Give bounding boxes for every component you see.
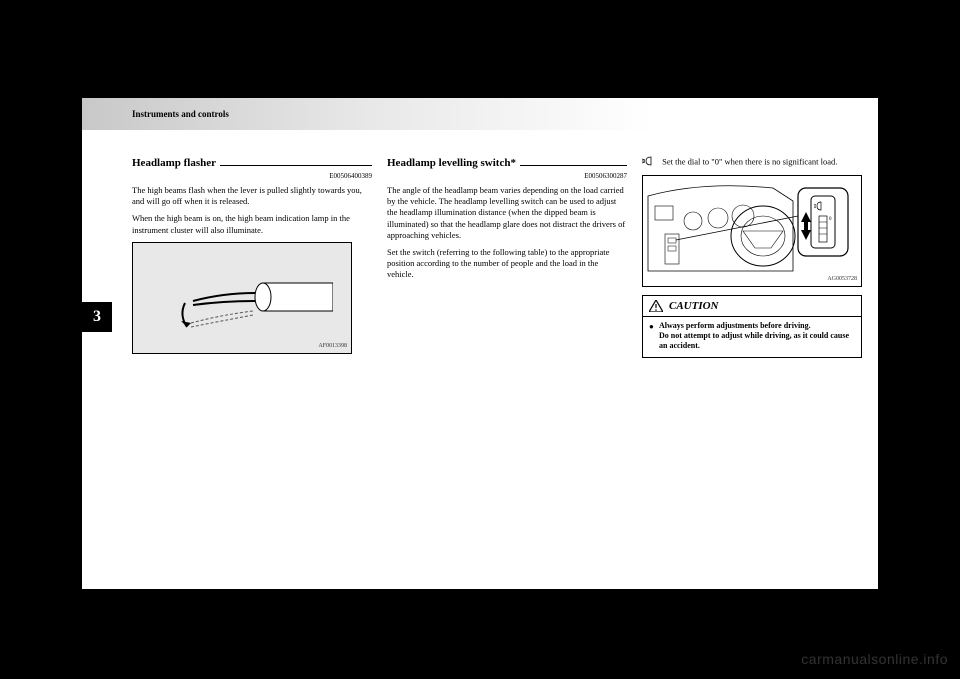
title-rule bbox=[220, 165, 372, 166]
column-2: Headlamp levelling switch* E00506300287 … bbox=[387, 156, 627, 286]
col2-code: E00506300287 bbox=[387, 172, 627, 181]
col3-p1-text: Set the dial to "0" when there is no sig… bbox=[662, 156, 837, 166]
figure-lever: AF0013398 bbox=[132, 242, 352, 354]
headlamp-icon bbox=[642, 156, 660, 169]
manual-page: Instruments and controls 3 Headlamp flas… bbox=[82, 98, 878, 589]
chapter-number: 3 bbox=[93, 308, 101, 326]
col2-title: Headlamp levelling switch* bbox=[387, 156, 516, 170]
figure-dashboard: 0 AG0053728 bbox=[642, 175, 862, 287]
dashboard-illustration: 0 bbox=[643, 176, 862, 287]
caution-box: CAUTION ● Always perform adjustments bef… bbox=[642, 295, 862, 358]
column-1: Headlamp flasher E00506400389 The high b… bbox=[132, 156, 372, 360]
caution-header: CAUTION bbox=[643, 296, 861, 317]
col1-p2: When the high beam is on, the high beam … bbox=[132, 213, 372, 235]
column-3: Set the dial to "0" when there is no sig… bbox=[642, 156, 882, 358]
col1-title-row: Headlamp flasher bbox=[132, 156, 372, 170]
caution-title-text: CAUTION bbox=[669, 299, 719, 313]
col1-p1: The high beams flash when the lever is p… bbox=[132, 185, 372, 207]
figure2-code: AG0053728 bbox=[827, 276, 857, 284]
figure1-code: AF0013398 bbox=[318, 343, 347, 351]
caution-line2: Do not attempt to adjust while driving, … bbox=[659, 331, 853, 351]
chapter-number-badge: 3 bbox=[82, 302, 112, 332]
caution-line1: Always perform adjustments before drivin… bbox=[659, 321, 853, 331]
header-section-title: Instruments and controls bbox=[132, 109, 229, 119]
col2-p1: The angle of the headlamp beam varies de… bbox=[387, 185, 627, 240]
watermark: carmanualsonline.info bbox=[801, 651, 948, 667]
title-rule bbox=[520, 165, 627, 166]
caution-body: ● Always perform adjustments before driv… bbox=[643, 317, 861, 357]
col2-p2: Set the switch (referring to the followi… bbox=[387, 247, 627, 280]
col2-title-row: Headlamp levelling switch* bbox=[387, 156, 627, 170]
lever-illustration bbox=[173, 253, 333, 348]
col1-code: E00506400389 bbox=[132, 172, 372, 181]
bullet-icon: ● bbox=[649, 322, 654, 332]
col3-p1: Set the dial to "0" when there is no sig… bbox=[642, 156, 882, 169]
col1-title: Headlamp flasher bbox=[132, 156, 216, 170]
warning-icon bbox=[649, 300, 663, 312]
